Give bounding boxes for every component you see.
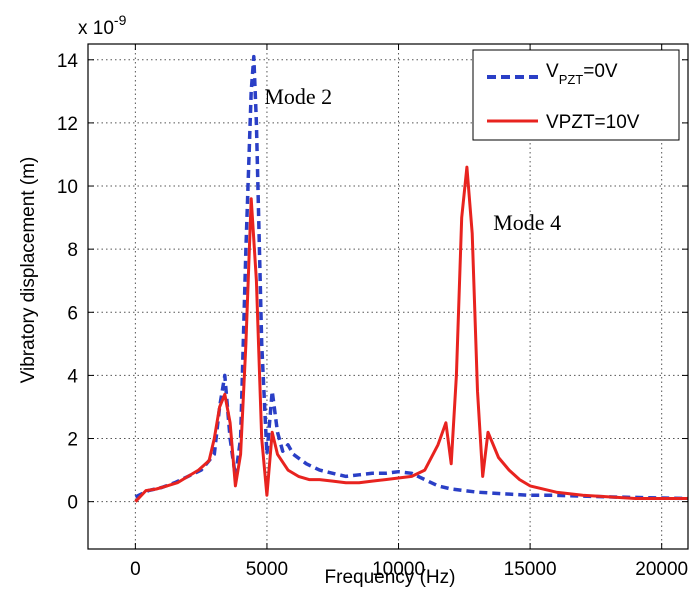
y-tick-label: 10 (57, 177, 78, 198)
annotation-mode-2: Mode 2 (264, 84, 332, 109)
series-line-1 (134, 54, 689, 501)
plot-frame (87, 43, 689, 550)
y-tick-label: 4 (67, 366, 78, 387)
x-tick-label: 10000 (372, 559, 425, 580)
legend-box (472, 49, 680, 141)
legend-label-series-1-sub: PZT (559, 72, 584, 87)
y-multiplier-base: x 10 (78, 18, 114, 39)
y-multiplier: x 10-9 (78, 12, 127, 39)
legend-label-series-2: VPZT=10V (546, 112, 640, 133)
series-layer (134, 54, 689, 503)
legend-label-series-1: VPZT=0V (546, 61, 618, 87)
annotations: Mode 2 Mode 4 (264, 84, 561, 235)
y-tick-label: 12 (57, 114, 78, 135)
legend-label-series-1-main: V (546, 61, 559, 82)
annotation-mode-4: Mode 4 (493, 210, 561, 235)
x-tick-label: 20000 (635, 559, 688, 580)
y-tick-label: 14 (57, 51, 79, 72)
y-tick-label: 8 (67, 240, 78, 261)
x-tick-label: 15000 (504, 559, 557, 580)
x-tick-label: 0 (130, 559, 141, 580)
y-tick-label: 6 (67, 303, 78, 324)
y-axis-title: Vibratory displacement (m) (18, 157, 39, 384)
y-multiplier-exponent: -9 (114, 12, 127, 28)
y-tick-label: 0 (67, 493, 78, 514)
x-axis-title: Frequency (Hz) (325, 567, 456, 588)
legend-label-series-1-rest: =0V (583, 61, 618, 82)
x-tick-label: 5000 (246, 559, 288, 580)
series-line-2 (134, 165, 688, 503)
ticks: 0 5000 10000 15000 20000 0 2 4 6 8 10 12 14 (57, 44, 688, 580)
y-tick-label: 2 (67, 430, 78, 451)
legend: VPZT=0V VPZT=10V (472, 49, 680, 141)
